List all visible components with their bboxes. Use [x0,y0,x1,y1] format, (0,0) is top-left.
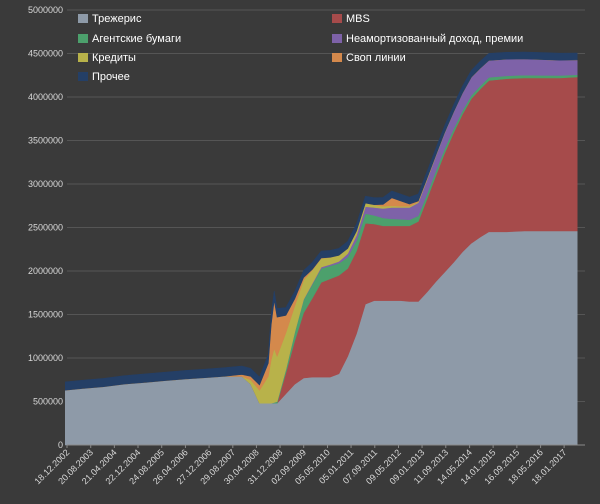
y-tick-label: 4500000 [28,49,63,59]
legend-label: Трежерис [92,13,142,25]
y-tick-label: 2000000 [28,266,63,276]
legend: Трежерис MBS Агентские бумаги Неамортизован… [78,13,523,83]
y-tick-label: 4000000 [28,92,63,102]
y-tick-label: 3500000 [28,136,63,146]
series-area-6 [65,51,578,391]
legend-label: MBS [346,13,370,25]
legend-swatch [78,72,88,81]
legend-label: Неамортизованный доход, премии [346,33,523,45]
legend-swatch [78,53,88,62]
legend-swatch [78,34,88,43]
y-tick-label: 2500000 [28,223,63,233]
y-tick-label: 1000000 [28,353,63,363]
legend-swatch [78,14,88,23]
area-layer [65,51,578,446]
legend-swatch [332,34,342,43]
legend-swatch [332,53,342,62]
y-tick-label: 500000 [33,397,63,407]
legend-label: Своп линии [346,52,406,64]
legend-label: Прочее [92,71,130,83]
legend-swatch [332,14,342,23]
y-tick-label: 0 [58,440,63,450]
legend-label: Кредиты [92,52,136,64]
y-tick-label: 1500000 [28,310,63,320]
y-tick-label: 3000000 [28,179,63,189]
legend-label: Агентские бумаги [92,33,181,45]
y-tick-label: 5000000 [28,5,63,15]
